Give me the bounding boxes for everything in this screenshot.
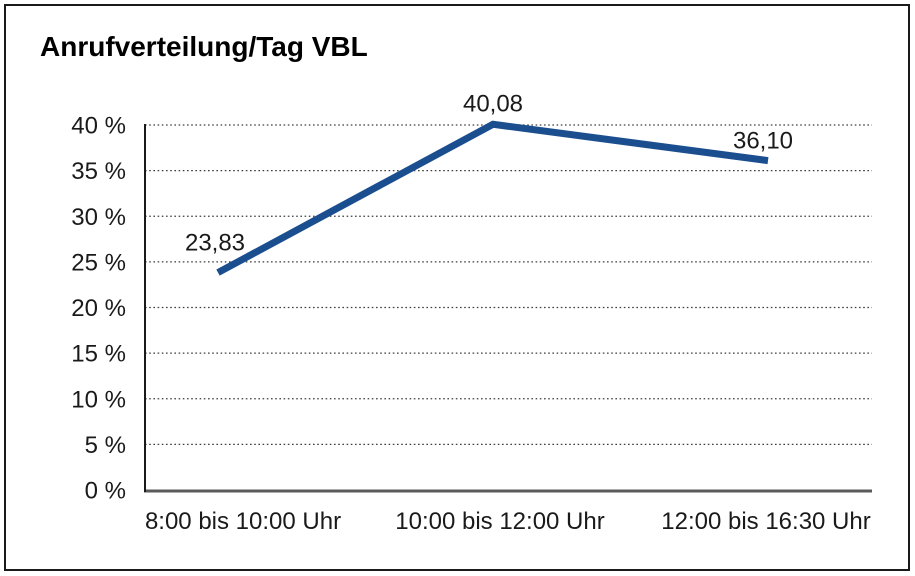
x-category-label: 12:00 bis 16:30 Uhr	[661, 508, 870, 535]
chart-border-frame	[4, 4, 910, 571]
data-point-label: 23,83	[185, 230, 245, 257]
y-tick-label: 30 %	[71, 204, 126, 231]
chart-title: Anrufverteilung/Tag VBL	[40, 31, 368, 62]
y-tick-label: 20 %	[71, 295, 126, 322]
data-series-line	[216, 120, 769, 276]
y-tick-label: 10 %	[71, 386, 126, 413]
x-category-label: 10:00 bis 12:00 Uhr	[395, 508, 604, 535]
data-point-label: 36,10	[733, 128, 793, 155]
x-category-label: 8:00 bis 10:00 Uhr	[145, 508, 341, 535]
y-tick-label: 40 %	[71, 113, 126, 140]
y-tick-label: 0 %	[85, 478, 126, 505]
y-tick-label: 5 %	[85, 432, 126, 459]
y-tick-label: 25 %	[71, 249, 126, 276]
y-tick-label: 15 %	[71, 341, 126, 368]
data-point-label: 40,08	[463, 90, 523, 117]
y-tick-label: 35 %	[71, 158, 126, 185]
